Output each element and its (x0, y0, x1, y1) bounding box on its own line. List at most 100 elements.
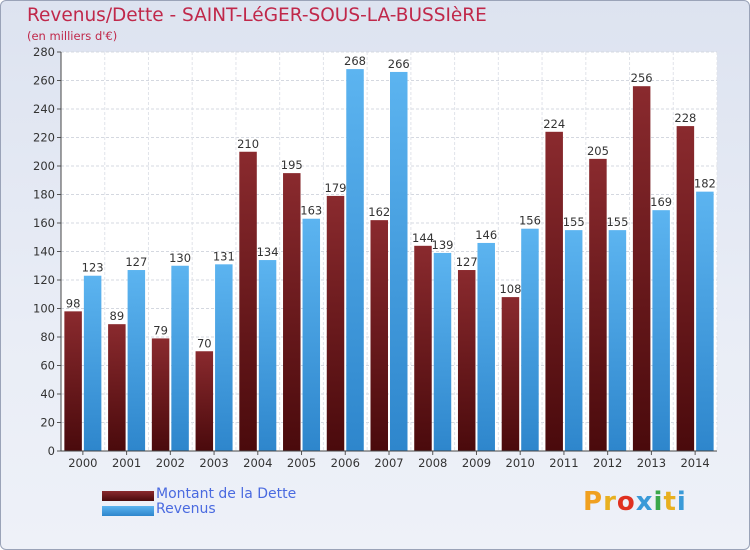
logo-letter: t (663, 487, 677, 517)
x-tick-label: 2013 (637, 456, 666, 470)
data-label-dette: 228 (674, 111, 696, 125)
bar-revenus (477, 242, 495, 451)
x-tick-label: 2011 (549, 456, 578, 470)
bar-revenus (608, 230, 627, 451)
y-tick-label: 140 (33, 245, 55, 259)
y-tick-label: 0 (48, 444, 55, 458)
x-tick-label: 2009 (462, 456, 491, 470)
data-label-revenus: 169 (650, 195, 672, 209)
data-label-revenus: 123 (82, 261, 104, 275)
bar-dette (632, 86, 651, 451)
logo-letter: i (676, 487, 687, 517)
legend-label-dette: Montant de la Dette (156, 486, 297, 502)
y-tick-label: 240 (33, 102, 55, 116)
bar-revenus (258, 260, 277, 451)
y-tick-label: 260 (33, 74, 55, 88)
bar-dette (195, 351, 214, 451)
bar-dette (414, 245, 432, 451)
x-tick-label: 2008 (418, 456, 447, 470)
bar-revenus (433, 252, 452, 451)
bar-dette (370, 220, 388, 451)
y-tick-label: 200 (33, 159, 55, 173)
data-label-revenus: 155 (606, 215, 628, 229)
x-tick-label: 2001 (112, 456, 141, 470)
data-label-dette: 127 (456, 255, 478, 269)
x-tick-label: 2002 (156, 456, 185, 470)
legend-swatch-revenus (102, 506, 154, 516)
data-label-revenus: 163 (300, 204, 322, 218)
bar-dette (151, 338, 170, 451)
data-label-dette: 144 (412, 231, 434, 245)
y-tick-label: 160 (33, 216, 55, 230)
bar-revenus (83, 275, 102, 451)
data-label-revenus: 127 (125, 255, 147, 269)
data-label-revenus: 146 (475, 228, 497, 242)
bar-revenus (171, 265, 189, 451)
data-label-dette: 179 (325, 181, 347, 195)
data-label-dette: 70 (197, 336, 212, 350)
chart-title: Revenus/Dette - SAINT-LéGER-SOUS-LA-BUSS… (27, 5, 487, 26)
legend-swatch-dette (102, 491, 154, 501)
bar-dette (326, 195, 345, 451)
bar-dette (501, 297, 520, 451)
x-tick-label: 2000 (68, 456, 97, 470)
bar-dette (676, 126, 695, 451)
y-tick-label: 80 (40, 330, 55, 344)
logo-letter: x (635, 487, 654, 517)
bar-revenus (521, 228, 539, 451)
logo-letter: i (653, 487, 664, 517)
x-tick-label: 2005 (287, 456, 316, 470)
x-tick-label: 2003 (199, 456, 228, 470)
data-label-revenus: 266 (388, 57, 410, 71)
x-tick-label: 2006 (331, 456, 360, 470)
y-tick-label: 120 (33, 273, 55, 287)
bar-revenus (127, 270, 146, 451)
x-tick-label: 2012 (593, 456, 622, 470)
data-label-revenus: 139 (432, 238, 454, 252)
bar-dette (283, 173, 301, 451)
logo-letter: o (616, 487, 636, 517)
bar-revenus (652, 210, 670, 451)
bar-revenus (696, 191, 714, 451)
x-tick-label: 2010 (506, 456, 535, 470)
bar-dette (64, 311, 82, 451)
bar-dette (589, 158, 607, 451)
y-tick-label: 100 (33, 302, 55, 316)
bar-dette (457, 270, 476, 451)
data-label-revenus: 268 (344, 54, 366, 68)
data-label-dette: 98 (66, 296, 81, 310)
data-label-dette: 89 (110, 309, 125, 323)
data-label-revenus: 182 (694, 177, 716, 191)
y-tick-label: 40 (40, 387, 55, 401)
data-label-dette: 224 (543, 117, 565, 131)
x-tick-label: 2014 (680, 456, 709, 470)
bar-revenus (215, 264, 233, 451)
y-tick-label: 20 (40, 416, 55, 430)
data-label-revenus: 130 (169, 251, 191, 265)
data-label-revenus: 155 (563, 215, 585, 229)
data-label-revenus: 131 (213, 249, 235, 263)
data-label-revenus: 156 (519, 214, 541, 228)
data-label-revenus: 134 (257, 245, 279, 259)
y-tick-label: 180 (33, 188, 55, 202)
bar-dette (545, 131, 563, 452)
data-label-dette: 108 (499, 282, 521, 296)
bar-revenus (390, 71, 408, 451)
y-tick-label: 280 (33, 45, 55, 59)
bar-revenus (302, 218, 321, 451)
bar-dette (239, 151, 257, 451)
data-label-dette: 205 (587, 144, 609, 158)
data-label-dette: 195 (281, 158, 303, 172)
y-tick-label: 220 (33, 131, 55, 145)
x-tick-label: 2007 (374, 456, 403, 470)
data-label-dette: 79 (153, 323, 168, 337)
bar-revenus (346, 69, 364, 451)
legend-label-revenus: Revenus (156, 501, 216, 517)
logo-letter: P (583, 487, 604, 517)
proxiti-logo: Proxiti (583, 487, 687, 517)
data-label-dette: 210 (237, 137, 259, 151)
bar-revenus (564, 230, 583, 451)
x-tick-label: 2004 (243, 456, 272, 470)
bar-dette (108, 324, 126, 451)
